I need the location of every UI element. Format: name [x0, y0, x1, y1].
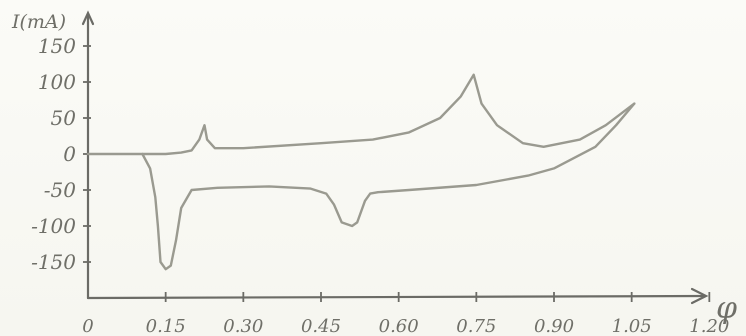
y-tick-label: 0 [63, 142, 76, 166]
x-tick-label: 0.90 [534, 316, 574, 336]
x-tick-label: 0 [82, 316, 93, 336]
x-tick-label: 0.60 [379, 316, 419, 336]
cv-curves [86, 73, 636, 271]
anodic-sweep-line [86, 73, 636, 156]
y-axis-arrow [81, 10, 95, 26]
y-tick-label: -150 [31, 250, 76, 274]
y-tick-label: -50 [44, 178, 76, 202]
y-tick-label: -100 [31, 214, 76, 238]
axes [81, 10, 709, 305]
x-axis-title: φ [716, 291, 737, 326]
x-axis-arrow [690, 287, 709, 305]
y-axis-title: I(mA) [11, 11, 66, 33]
x-tick-label: 0.15 [146, 316, 186, 336]
y-tick-label: 150 [38, 34, 76, 58]
x-tick-label: 0.45 [301, 316, 341, 336]
y-axis-ticks: 150 100 50 0 -50 -100 -150 [31, 34, 91, 274]
x-tick-label: 1.05 [612, 316, 652, 336]
y-tick-label: 50 [51, 106, 77, 130]
x-axis-ticks: 0 0.15 0.30 0.45 0.60 0.75 0.90 1.05 1.20 [82, 292, 729, 336]
x-axis [86, 294, 707, 300]
x-tick-label: 0.75 [456, 316, 496, 336]
y-tick-label: 100 [38, 70, 76, 94]
x-tick-label: 1.20 [689, 316, 729, 336]
cathodic-sweep-line [141, 102, 636, 271]
x-tick-label: 0.30 [223, 316, 263, 336]
